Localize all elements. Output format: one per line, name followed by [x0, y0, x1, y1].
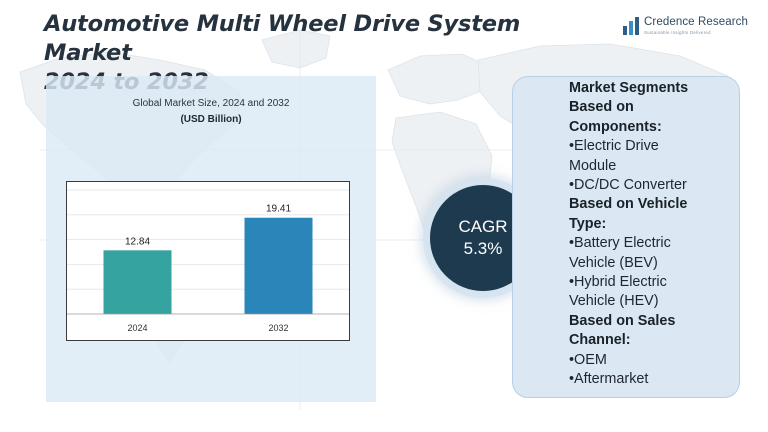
bar-chart: 12.84 2024 19.41 2032: [67, 189, 349, 333]
x-tick-label-2024: 2024: [127, 323, 147, 333]
data-label-2032: 19.41: [266, 204, 291, 215]
segment-item-line: •Hybrid Electric: [569, 274, 667, 291]
cagr-value: 5.3%: [463, 239, 503, 258]
market-segments-card: Market Segments Based on Components: •Elect…: [512, 76, 740, 398]
segment-heading-line: Based on Vehicle: [569, 196, 688, 213]
segment-heading-line: Based on Sales: [569, 312, 676, 329]
bar-2024: [103, 250, 172, 314]
segment-heading-line: Market Segments: [569, 80, 689, 96]
segment-item-line: •Electric Drive: [569, 138, 659, 155]
segment-item-line: •OEM: [569, 351, 607, 368]
segment-item-line: Module: [569, 157, 617, 174]
segments-list: Market Segments Based on Components: •Elect…: [569, 79, 737, 390]
brand-tagline: Sustainable Insights Delivered: [644, 30, 711, 35]
x-tick-label-2032: 2032: [268, 323, 288, 333]
segment-heading-line: Based on: [569, 99, 634, 116]
segment-heading-line: Components:: [569, 118, 662, 135]
chart-unit-label: (USD Billion): [180, 114, 242, 125]
chart-title: Global Market Size, 2024 and 2032: [132, 98, 290, 109]
chart-panel: Global Market Size, 2024 and 2032 (USD B…: [46, 76, 376, 402]
segment-item-line: •Aftermarket: [569, 371, 649, 388]
segment-heading-line: Channel:: [569, 332, 631, 349]
segment-item-line: Vehicle (HEV): [569, 293, 659, 310]
cagr-label: CAGR: [458, 217, 508, 236]
segment-item-line: •Battery Electric: [569, 235, 671, 252]
title-line-1: Automotive Multi Wheel Drive System Mark…: [44, 11, 521, 66]
bar-chart-logo-icon: [623, 17, 639, 35]
brand-logo: Credence Research Sustainable Insights D…: [622, 14, 762, 40]
brand-name: Credence Research: [644, 16, 748, 28]
segment-heading-line: Type:: [569, 215, 607, 232]
segment-item-line: •DC/DC Converter: [569, 177, 687, 194]
bar-2032: [244, 217, 313, 314]
data-label-2024: 12.84: [125, 236, 150, 247]
plot-area: 12.84 2024 19.41 2032: [66, 181, 350, 341]
segment-item-line: Vehicle (BEV): [569, 254, 658, 271]
